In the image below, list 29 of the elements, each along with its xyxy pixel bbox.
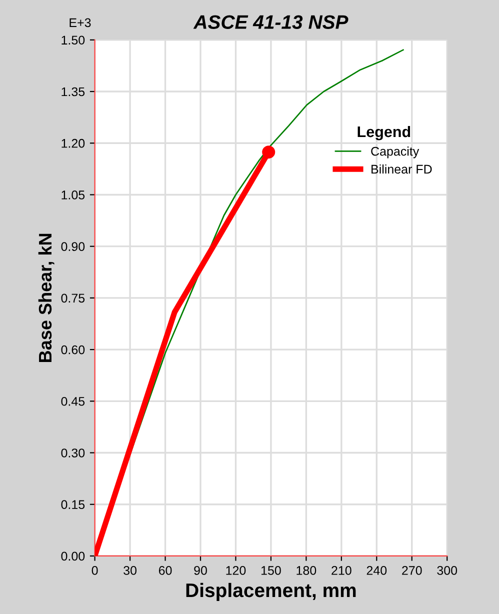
y-tick-label: 1.50 [62, 36, 85, 45]
x-tick-label: 270 [402, 566, 422, 575]
x-tick-label: 30 [124, 566, 137, 575]
y-axis-title: Base Shear, kN [38, 234, 54, 362]
legend-label: Bilinear FD [372, 164, 432, 174]
x-tick-label: 240 [366, 566, 387, 575]
y-tick-label: 0.30 [61, 448, 85, 458]
legend-label: Capacity [371, 146, 420, 158]
legend-title: Legend [358, 126, 410, 140]
x-tick-label: 60 [158, 566, 172, 575]
x-tick-label: 180 [296, 566, 316, 575]
x-tick-label: 0 [92, 566, 98, 575]
x-tick-label: 150 [261, 566, 281, 575]
chart-title: ASCE 41-13 NSP [193, 15, 348, 29]
y-tick-label: 1.05 [62, 190, 85, 200]
y-tick-label: 0.45 [61, 396, 85, 406]
y-tick-label: 0.75 [61, 294, 85, 303]
x-tick-label: 120 [226, 566, 246, 575]
y-tick-label: 0.60 [61, 345, 85, 354]
y-tick-label: 1.35 [62, 87, 85, 96]
x-axis-title: Displacement, mm [186, 582, 356, 602]
y-tick-label: 0.00 [61, 552, 85, 561]
x-tick-label: 300 [437, 566, 458, 575]
y-tick-label: 1.20 [62, 138, 85, 148]
text: E+3 [70, 18, 91, 28]
y-tick-label: 0.15 [61, 500, 85, 510]
x-tick-label: 210 [332, 566, 352, 575]
y-tick-label: 0.90 [61, 242, 85, 251]
x-tick-label: 90 [194, 566, 207, 575]
